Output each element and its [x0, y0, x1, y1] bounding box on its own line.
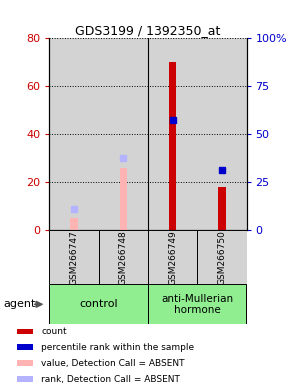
- Bar: [148, 38, 197, 230]
- Text: count: count: [41, 327, 67, 336]
- Text: GSM266747: GSM266747: [69, 230, 79, 285]
- Bar: [197, 230, 246, 284]
- Text: GSM266748: GSM266748: [119, 230, 128, 285]
- Bar: [197, 38, 246, 230]
- Bar: [17, 360, 33, 366]
- Text: control: control: [79, 299, 118, 310]
- Text: GSM266750: GSM266750: [217, 230, 226, 285]
- Bar: [17, 344, 33, 350]
- Text: GSM266749: GSM266749: [168, 230, 177, 285]
- Title: GDS3199 / 1392350_at: GDS3199 / 1392350_at: [75, 24, 221, 37]
- Bar: [49, 38, 99, 230]
- Bar: [169, 62, 176, 230]
- Text: percentile rank within the sample: percentile rank within the sample: [41, 343, 194, 352]
- Bar: [17, 329, 33, 334]
- Text: anti-Mullerian
hormone: anti-Mullerian hormone: [161, 293, 233, 315]
- Bar: [17, 376, 33, 382]
- Bar: [99, 38, 148, 230]
- Bar: [49, 230, 99, 284]
- Bar: [70, 218, 78, 230]
- Bar: [148, 284, 246, 324]
- Text: agent: agent: [3, 299, 35, 310]
- Bar: [218, 187, 226, 230]
- Text: value, Detection Call = ABSENT: value, Detection Call = ABSENT: [41, 359, 185, 368]
- Text: rank, Detection Call = ABSENT: rank, Detection Call = ABSENT: [41, 375, 180, 384]
- Bar: [49, 284, 148, 324]
- Bar: [99, 230, 148, 284]
- Bar: [148, 230, 197, 284]
- Bar: [119, 168, 127, 230]
